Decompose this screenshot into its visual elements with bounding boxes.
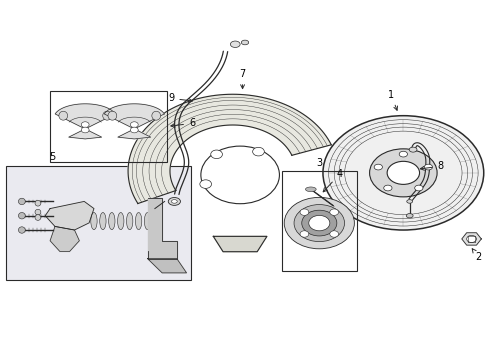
Ellipse shape <box>302 210 337 236</box>
Ellipse shape <box>103 111 112 120</box>
Circle shape <box>130 122 138 127</box>
Circle shape <box>300 231 309 237</box>
Circle shape <box>466 235 476 243</box>
Circle shape <box>253 147 264 156</box>
Text: 2: 2 <box>472 249 482 262</box>
Polygon shape <box>147 198 177 258</box>
Ellipse shape <box>19 227 25 233</box>
Circle shape <box>211 150 222 159</box>
Ellipse shape <box>152 111 161 120</box>
Ellipse shape <box>135 212 142 230</box>
Text: 5: 5 <box>49 152 56 162</box>
Ellipse shape <box>387 161 419 184</box>
Ellipse shape <box>409 147 417 152</box>
Text: 1: 1 <box>388 90 397 110</box>
Ellipse shape <box>59 111 68 120</box>
Ellipse shape <box>284 197 354 249</box>
Circle shape <box>330 209 339 215</box>
Polygon shape <box>462 233 481 245</box>
Ellipse shape <box>109 212 115 230</box>
Ellipse shape <box>126 212 133 230</box>
Ellipse shape <box>294 204 344 242</box>
Polygon shape <box>55 104 115 139</box>
Ellipse shape <box>384 185 392 191</box>
Text: 7: 7 <box>240 69 245 89</box>
Ellipse shape <box>35 201 41 206</box>
Text: 9: 9 <box>168 93 193 103</box>
Ellipse shape <box>242 40 248 45</box>
Polygon shape <box>104 104 164 139</box>
Bar <box>50 91 167 162</box>
Ellipse shape <box>407 200 413 203</box>
Ellipse shape <box>305 187 316 192</box>
Polygon shape <box>213 237 267 252</box>
Ellipse shape <box>374 164 382 170</box>
Ellipse shape <box>323 116 484 230</box>
Ellipse shape <box>145 212 151 230</box>
Text: 4: 4 <box>323 169 343 192</box>
Circle shape <box>130 127 138 133</box>
Ellipse shape <box>424 164 433 170</box>
Ellipse shape <box>406 213 413 218</box>
Ellipse shape <box>108 111 117 120</box>
Polygon shape <box>50 226 79 251</box>
Bar <box>282 171 357 271</box>
Ellipse shape <box>415 185 423 191</box>
Ellipse shape <box>118 212 124 230</box>
Polygon shape <box>128 94 331 203</box>
Ellipse shape <box>168 198 180 205</box>
Ellipse shape <box>35 209 41 215</box>
Text: 8: 8 <box>420 161 443 171</box>
Circle shape <box>330 231 339 237</box>
Text: 3: 3 <box>316 158 322 168</box>
Ellipse shape <box>399 151 408 157</box>
Ellipse shape <box>230 41 240 48</box>
Circle shape <box>200 180 212 188</box>
Circle shape <box>300 209 309 215</box>
Ellipse shape <box>172 200 177 203</box>
Bar <box>6 166 192 280</box>
Ellipse shape <box>201 146 279 204</box>
Ellipse shape <box>35 215 41 220</box>
Ellipse shape <box>19 212 25 219</box>
Polygon shape <box>147 258 187 273</box>
Ellipse shape <box>19 198 25 204</box>
Circle shape <box>81 127 89 133</box>
Ellipse shape <box>369 149 437 197</box>
Polygon shape <box>45 202 94 230</box>
Circle shape <box>81 122 89 127</box>
Ellipse shape <box>100 212 106 230</box>
Text: 6: 6 <box>171 118 195 129</box>
Ellipse shape <box>309 215 330 231</box>
Ellipse shape <box>91 212 97 230</box>
